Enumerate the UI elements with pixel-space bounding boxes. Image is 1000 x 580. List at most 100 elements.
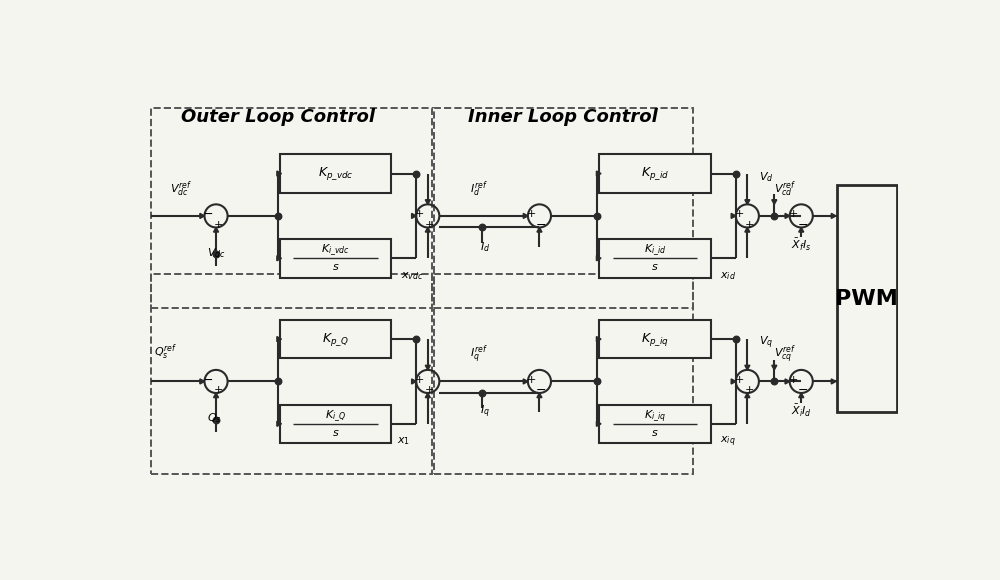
Text: $K_{i\_id}$: $K_{i\_id}$: [644, 243, 666, 258]
Polygon shape: [214, 393, 219, 398]
Text: $+$: $+$: [788, 374, 798, 385]
Text: Inner Loop Control: Inner Loop Control: [468, 108, 657, 126]
Polygon shape: [596, 171, 601, 176]
Polygon shape: [537, 227, 542, 232]
Text: $+$: $+$: [414, 374, 424, 385]
Polygon shape: [277, 336, 282, 342]
Text: $+$: $+$: [213, 219, 223, 230]
Text: $K_{p\_vdc}$: $K_{p\_vdc}$: [318, 165, 353, 182]
Polygon shape: [425, 227, 430, 232]
Point: [408, 335, 424, 344]
Point: [589, 211, 605, 220]
Text: $V_{cd}^{ref}$: $V_{cd}^{ref}$: [774, 179, 796, 199]
Text: $-$: $-$: [202, 372, 213, 386]
Point: [728, 335, 744, 344]
Point: [408, 169, 424, 178]
Text: $x_1$: $x_1$: [397, 436, 410, 447]
Point: [270, 211, 286, 220]
Point: [474, 223, 490, 232]
Polygon shape: [277, 256, 282, 261]
Polygon shape: [200, 213, 205, 219]
Polygon shape: [425, 365, 430, 370]
Polygon shape: [214, 227, 219, 232]
Polygon shape: [731, 379, 736, 384]
Text: $Q_s^{ref}$: $Q_s^{ref}$: [154, 342, 178, 362]
Bar: [434, 108, 693, 309]
Point: [728, 169, 744, 178]
Polygon shape: [772, 365, 777, 370]
Text: $Q_s$: $Q_s$: [207, 412, 221, 425]
Polygon shape: [596, 256, 601, 261]
Text: $V_d$: $V_d$: [759, 171, 773, 184]
Text: $I_{d}$: $I_{d}$: [480, 240, 490, 253]
Text: $+$: $+$: [526, 374, 536, 385]
Polygon shape: [425, 393, 430, 398]
Text: $-$: $-$: [797, 383, 808, 396]
Text: $s$: $s$: [651, 428, 659, 438]
Text: $+$: $+$: [744, 385, 754, 396]
Text: $I_q$: $I_q$: [480, 404, 490, 420]
Text: $+$: $+$: [424, 385, 434, 396]
Bar: [280, 154, 391, 193]
Polygon shape: [277, 171, 282, 176]
Bar: [599, 154, 711, 193]
Point: [589, 377, 605, 386]
Text: $-$: $-$: [202, 207, 213, 220]
Text: $+$: $+$: [213, 385, 223, 396]
Polygon shape: [277, 421, 282, 426]
Text: $+$: $+$: [424, 219, 434, 230]
Text: $s$: $s$: [332, 428, 339, 438]
Polygon shape: [596, 421, 601, 426]
Text: $+$: $+$: [744, 219, 754, 230]
Text: $-$: $-$: [535, 383, 547, 396]
Bar: [599, 320, 711, 358]
Text: $s$: $s$: [651, 263, 659, 273]
Polygon shape: [831, 213, 836, 219]
Text: $s$: $s$: [332, 263, 339, 273]
Polygon shape: [425, 200, 430, 204]
Polygon shape: [785, 379, 790, 384]
Bar: [280, 405, 391, 443]
Point: [208, 415, 224, 425]
Text: $-$: $-$: [797, 218, 808, 231]
Bar: [434, 274, 693, 474]
Bar: [280, 239, 391, 277]
Point: [208, 250, 224, 259]
Text: $K_{i\_iq}$: $K_{i\_iq}$: [644, 408, 666, 424]
Polygon shape: [745, 200, 750, 204]
Polygon shape: [412, 379, 416, 384]
Text: $I_q^{ref}$: $I_q^{ref}$: [470, 343, 488, 365]
Text: $\bar{X}_f I_s$: $\bar{X}_f I_s$: [791, 237, 811, 253]
Polygon shape: [523, 213, 528, 219]
Polygon shape: [537, 393, 542, 398]
Text: $V_{dc}$: $V_{dc}$: [207, 246, 226, 260]
Polygon shape: [799, 227, 804, 232]
Text: $K_{i\_vdc}$: $K_{i\_vdc}$: [321, 243, 350, 258]
Bar: [280, 320, 391, 358]
Text: $+$: $+$: [734, 374, 744, 385]
Text: $+$: $+$: [414, 208, 424, 219]
Text: $K_{p\_iq}$: $K_{p\_iq}$: [641, 331, 669, 347]
Text: $K_{p\_Q}$: $K_{p\_Q}$: [322, 331, 349, 347]
Text: $+$: $+$: [788, 208, 798, 219]
Bar: [599, 239, 711, 277]
Text: $V_q$: $V_q$: [759, 335, 773, 351]
Text: $I_{d}^{ref}$: $I_{d}^{ref}$: [470, 179, 488, 199]
Bar: [151, 108, 432, 309]
Polygon shape: [785, 213, 790, 219]
Polygon shape: [745, 227, 750, 232]
Text: $V_{dc}^{ref}$: $V_{dc}^{ref}$: [170, 179, 192, 199]
Text: $K_{p\_id}$: $K_{p\_id}$: [641, 165, 669, 182]
Text: $+$: $+$: [526, 208, 536, 219]
Bar: [151, 274, 432, 474]
Point: [474, 389, 490, 398]
Point: [766, 377, 782, 386]
Point: [270, 377, 286, 386]
Polygon shape: [745, 393, 750, 398]
Text: $+$: $+$: [734, 208, 744, 219]
Text: $x_{id}$: $x_{id}$: [720, 270, 736, 282]
Text: $\bar{X}_i I_d$: $\bar{X}_i I_d$: [791, 403, 812, 419]
Text: $V_{cq}^{ref}$: $V_{cq}^{ref}$: [774, 343, 796, 365]
Polygon shape: [745, 365, 750, 370]
Bar: [837, 185, 897, 412]
